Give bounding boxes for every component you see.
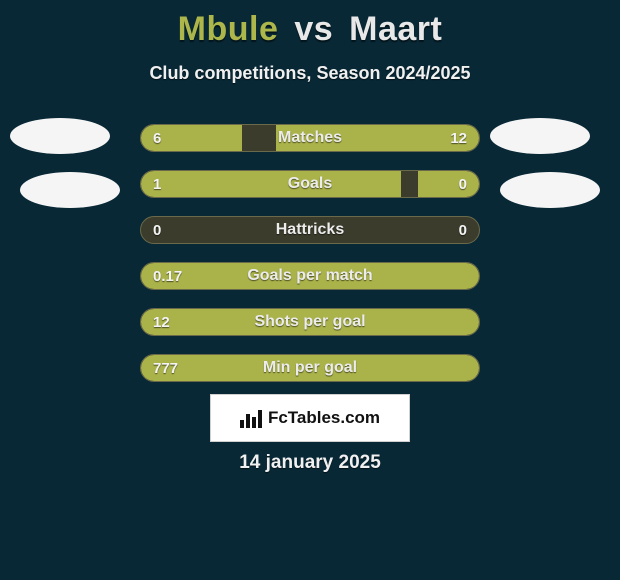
stat-value-right: 0 — [459, 171, 467, 197]
stat-row: 6Matches12 — [140, 124, 480, 152]
stat-row: 777Min per goal — [140, 354, 480, 382]
stat-row: 0Hattricks0 — [140, 216, 480, 244]
badge-text: FcTables.com — [268, 408, 380, 428]
title-vs: vs — [294, 10, 333, 48]
avatar-right-3 — [500, 172, 600, 208]
subtitle: Club competitions, Season 2024/2025 — [0, 63, 620, 84]
avatar-left-1 — [20, 172, 120, 208]
stat-row: 0.17Goals per match — [140, 262, 480, 290]
title-player2: Maart — [349, 10, 442, 48]
title-player1: Mbule — [178, 10, 279, 48]
stat-label: Goals per match — [141, 263, 479, 289]
chart-bars-icon — [240, 408, 262, 428]
avatar-left-0 — [10, 118, 110, 154]
stat-value-right: 0 — [459, 217, 467, 243]
stats-container: 6Matches121Goals00Hattricks00.17Goals pe… — [140, 124, 480, 400]
stat-label: Matches — [141, 125, 479, 151]
stat-row: 1Goals0 — [140, 170, 480, 198]
stat-label: Goals — [141, 171, 479, 197]
stat-value-right: 12 — [450, 125, 467, 151]
page-title: Mbule vs Maart — [0, 0, 620, 49]
stat-label: Hattricks — [141, 217, 479, 243]
avatar-right-2 — [490, 118, 590, 154]
source-badge: FcTables.com — [210, 394, 410, 442]
stat-label: Min per goal — [141, 355, 479, 381]
stat-label: Shots per goal — [141, 309, 479, 335]
stat-row: 12Shots per goal — [140, 308, 480, 336]
date-label: 14 january 2025 — [0, 452, 620, 474]
